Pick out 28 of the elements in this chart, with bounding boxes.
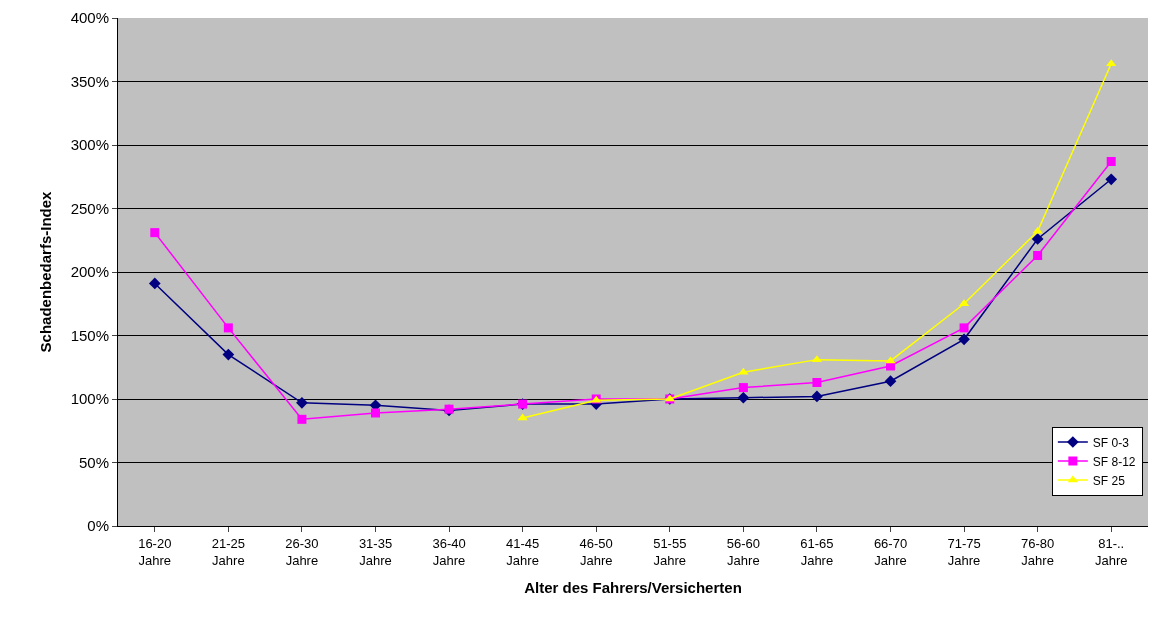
x-tick-label: 56-60 Jahre — [726, 535, 760, 568]
y-tick-label: 50% — [78, 453, 109, 471]
y-tick-label: 0% — [87, 517, 109, 535]
x-tick-label: 81-.. Jahre — [1094, 535, 1128, 568]
x-axis-title: Alter des Fahrers/Versicherten — [524, 578, 742, 596]
legend-label: SF 25 — [1092, 473, 1126, 488]
y-tick-label: 150% — [70, 326, 109, 344]
x-tick-label: 41-45 Jahre — [506, 535, 540, 568]
y-tick-label: 350% — [70, 72, 109, 90]
x-tick-label: 76-80 Jahre — [1021, 535, 1055, 568]
x-tick-label: 31-35 Jahre — [358, 535, 393, 568]
x-tick-label: 36-40 Jahre — [432, 535, 466, 568]
y-tick-label: 250% — [70, 199, 109, 217]
y-tick-label: 400% — [70, 9, 109, 27]
y-tick-label: 200% — [70, 263, 109, 281]
x-tick-label: 66-70 Jahre — [873, 535, 908, 568]
legend-label: SF 0-3 — [1092, 435, 1130, 450]
y-tick-label: 300% — [70, 136, 109, 154]
x-tick-label: 21-25 Jahre — [211, 535, 245, 568]
x-tick-label: 71-75 Jahre — [947, 535, 981, 568]
legend-label: SF 8-12 — [1092, 454, 1136, 469]
y-axis-title: Schadenbedarfs-Index — [36, 190, 54, 353]
x-tick-label: 61-65 Jahre — [800, 535, 834, 568]
x-tick-label: 51-55 Jahre — [653, 535, 687, 568]
x-tick-label: 46-50 Jahre — [579, 535, 613, 568]
x-tick-label: 26-30 Jahre — [285, 535, 319, 568]
y-tick-label: 100% — [70, 390, 109, 408]
x-tick-label: 16-20 Jahre — [138, 535, 172, 568]
